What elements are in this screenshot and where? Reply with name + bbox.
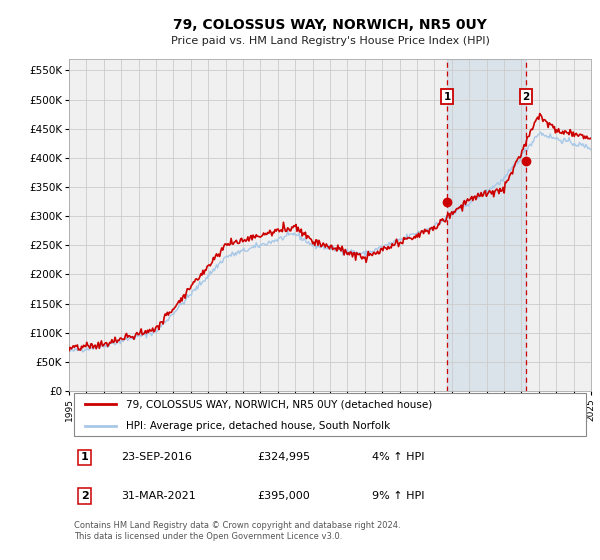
Text: £395,000: £395,000 [257, 491, 310, 501]
Text: £324,995: £324,995 [257, 452, 310, 463]
Text: 79, COLOSSUS WAY, NORWICH, NR5 0UY: 79, COLOSSUS WAY, NORWICH, NR5 0UY [173, 18, 487, 32]
Text: Contains HM Land Registry data © Crown copyright and database right 2024.
This d: Contains HM Land Registry data © Crown c… [74, 521, 401, 541]
Text: 9% ↑ HPI: 9% ↑ HPI [372, 491, 424, 501]
Text: 2: 2 [522, 92, 529, 102]
Text: 23-SEP-2016: 23-SEP-2016 [121, 452, 192, 463]
Text: 31-MAR-2021: 31-MAR-2021 [121, 491, 196, 501]
Text: 4% ↑ HPI: 4% ↑ HPI [372, 452, 424, 463]
Bar [447, 59, 526, 391]
Text: 2: 2 [81, 491, 89, 501]
Text: Price paid vs. HM Land Registry's House Price Index (HPI): Price paid vs. HM Land Registry's House … [170, 36, 490, 46]
Text: 79, COLOSSUS WAY, NORWICH, NR5 0UY (detached house): 79, COLOSSUS WAY, NORWICH, NR5 0UY (deta… [127, 399, 433, 409]
Text: HPI: Average price, detached house, South Norfolk: HPI: Average price, detached house, Sout… [127, 421, 391, 431]
Text: 1: 1 [81, 452, 89, 463]
FancyBboxPatch shape [74, 393, 586, 436]
Text: 1: 1 [443, 92, 451, 102]
